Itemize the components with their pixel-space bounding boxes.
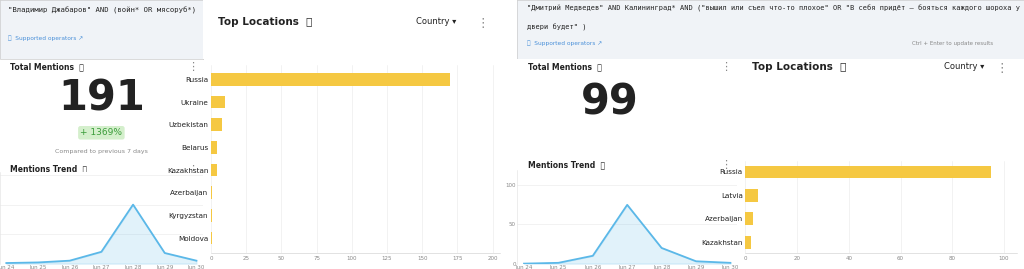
Text: Country ▾: Country ▾ [944,62,984,71]
Bar [745,213,754,225]
Text: + 1369%: + 1369% [80,128,123,137]
Bar [211,186,212,199]
Text: ⓘ  Supported operators ↗: ⓘ Supported operators ↗ [8,36,83,41]
Bar [745,189,759,202]
Text: ⋮: ⋮ [186,62,198,72]
Text: Top Locations  ⓘ: Top Locations ⓘ [218,17,312,27]
Text: Ctrl + Enter to update results: Ctrl + Enter to update results [912,41,993,46]
Text: ⓘ  Supported operators ↗: ⓘ Supported operators ↗ [527,41,602,46]
Text: ⋮: ⋮ [186,165,198,175]
Text: Top Locations  ⓘ: Top Locations ⓘ [752,62,846,72]
Text: Total Mentions  ⓘ: Total Mentions ⓘ [528,62,602,71]
Text: 191: 191 [58,77,144,119]
Text: ⋮: ⋮ [476,17,489,30]
Bar [211,209,212,222]
Text: "Владимир Джабаров" AND (войн* OR мясоруб*): "Владимир Джабаров" AND (войн* OR мясору… [8,7,197,14]
Bar [211,232,212,244]
Bar [211,141,217,154]
Bar [211,73,451,86]
Bar [211,164,217,176]
Text: Mentions Trend  ⓘ: Mentions Trend ⓘ [10,165,87,174]
Bar [745,236,751,249]
Bar [211,96,225,108]
Text: "Дмитрий Медведев" AND Калининград* AND ("вышил или съел что-то плохое" OR "В се: "Дмитрий Медведев" AND Калининград* AND … [527,5,1020,12]
Text: ⋮: ⋮ [720,62,731,72]
Text: Total Mentions  ⓘ: Total Mentions ⓘ [10,62,84,71]
Text: Country ▾: Country ▾ [416,17,456,26]
Text: Mentions Trend  ⓘ: Mentions Trend ⓘ [528,160,605,169]
Bar [211,118,222,131]
Text: Compared to previous 7 days: Compared to previous 7 days [55,149,147,154]
Text: ⋮: ⋮ [720,160,731,170]
Text: двери будет" ): двери будет" ) [527,24,587,31]
Text: ⋮: ⋮ [995,62,1008,75]
Text: 99: 99 [581,82,638,124]
Bar [745,165,991,178]
